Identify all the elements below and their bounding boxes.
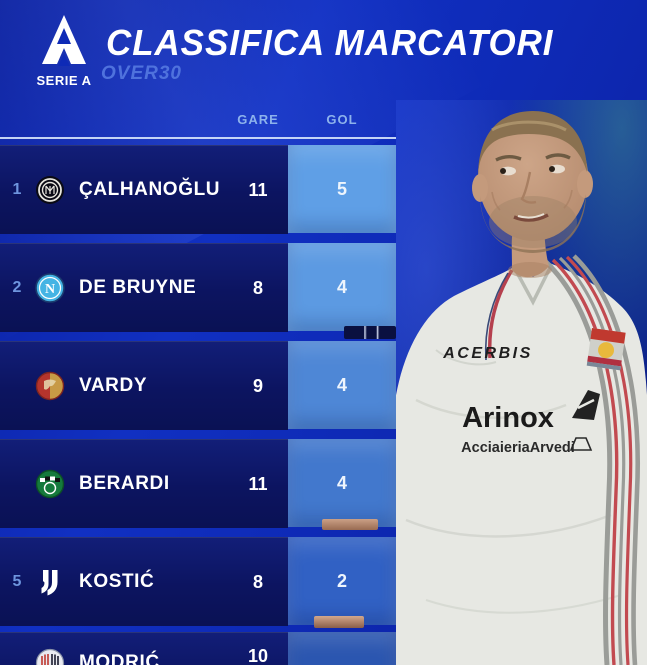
table-row: BERARDI [0,439,288,528]
gare-value: 9 [252,376,263,396]
gare-value: 10 [247,646,269,665]
club-crest-patch [586,328,626,371]
serie-a-logo: SERIE A [33,14,95,90]
rank-label: 2 [12,279,22,296]
player-photo: ACERBIS Arinox AcciaieriaArvedi [391,100,647,665]
page-title: CLASSIFICA MARCATORI [106,22,554,63]
player-name: MODRIĆ [79,652,160,665]
gol-cell: 5 [288,145,396,233]
player-name: VARDY [79,375,148,396]
sponsor-secondary-text: AcciaieriaArvedi [461,440,575,456]
cremonese-badge-icon [34,370,66,402]
gare-value: 8 [252,278,263,298]
gol-cell: 4 [288,341,396,429]
inter-badge-icon [34,174,66,206]
gare-value: 11 [248,474,268,494]
juventus-badge-icon [34,566,66,598]
table-row: VARDY [0,341,288,430]
table-row: 1 ÇALHANOĞLU [0,145,288,234]
serie-a-logo-icon [42,15,86,66]
player-name: KOSTIĆ [79,571,155,592]
gol-cell: 4 [288,439,396,527]
gol-cell: 2 [288,537,396,625]
milan-badge-icon [34,647,66,665]
jersey-brand-text: ACERBIS [442,345,533,362]
photo-artifact [344,326,396,339]
jersey: ACERBIS Arinox AcciaieriaArvedi [391,254,647,665]
sassuolo-badge-icon [34,468,66,500]
gol-cell: 4 [288,243,396,331]
table-row: MODRIĆ [0,632,288,665]
svg-text:N: N [45,282,55,297]
gol-cell [288,632,396,665]
napoli-badge-icon: N [34,272,66,304]
column-header-gol: GOL [326,112,358,127]
header-divider [0,137,396,139]
player-face [472,111,593,278]
player-name: DE BRUYNE [79,277,197,298]
gare-value: 11 [248,180,268,200]
player-name: BERARDI [79,473,170,494]
sponsor-main-text: Arinox [462,402,554,434]
serie-a-label: SERIE A [36,73,92,88]
photo-artifact [322,519,378,530]
rank-label: 5 [12,573,22,590]
table-row: 5 KOSTIĆ [0,537,288,626]
rank-label: 1 [12,181,22,198]
gare-value: 8 [252,572,263,592]
table-row: 2 N DE BRUYNE [0,243,288,332]
column-header-gare: GARE [237,112,279,127]
photo-artifact [314,616,364,628]
page-subtitle: OVER30 [101,63,182,84]
player-name: ÇALHANOĞLU [79,179,221,200]
